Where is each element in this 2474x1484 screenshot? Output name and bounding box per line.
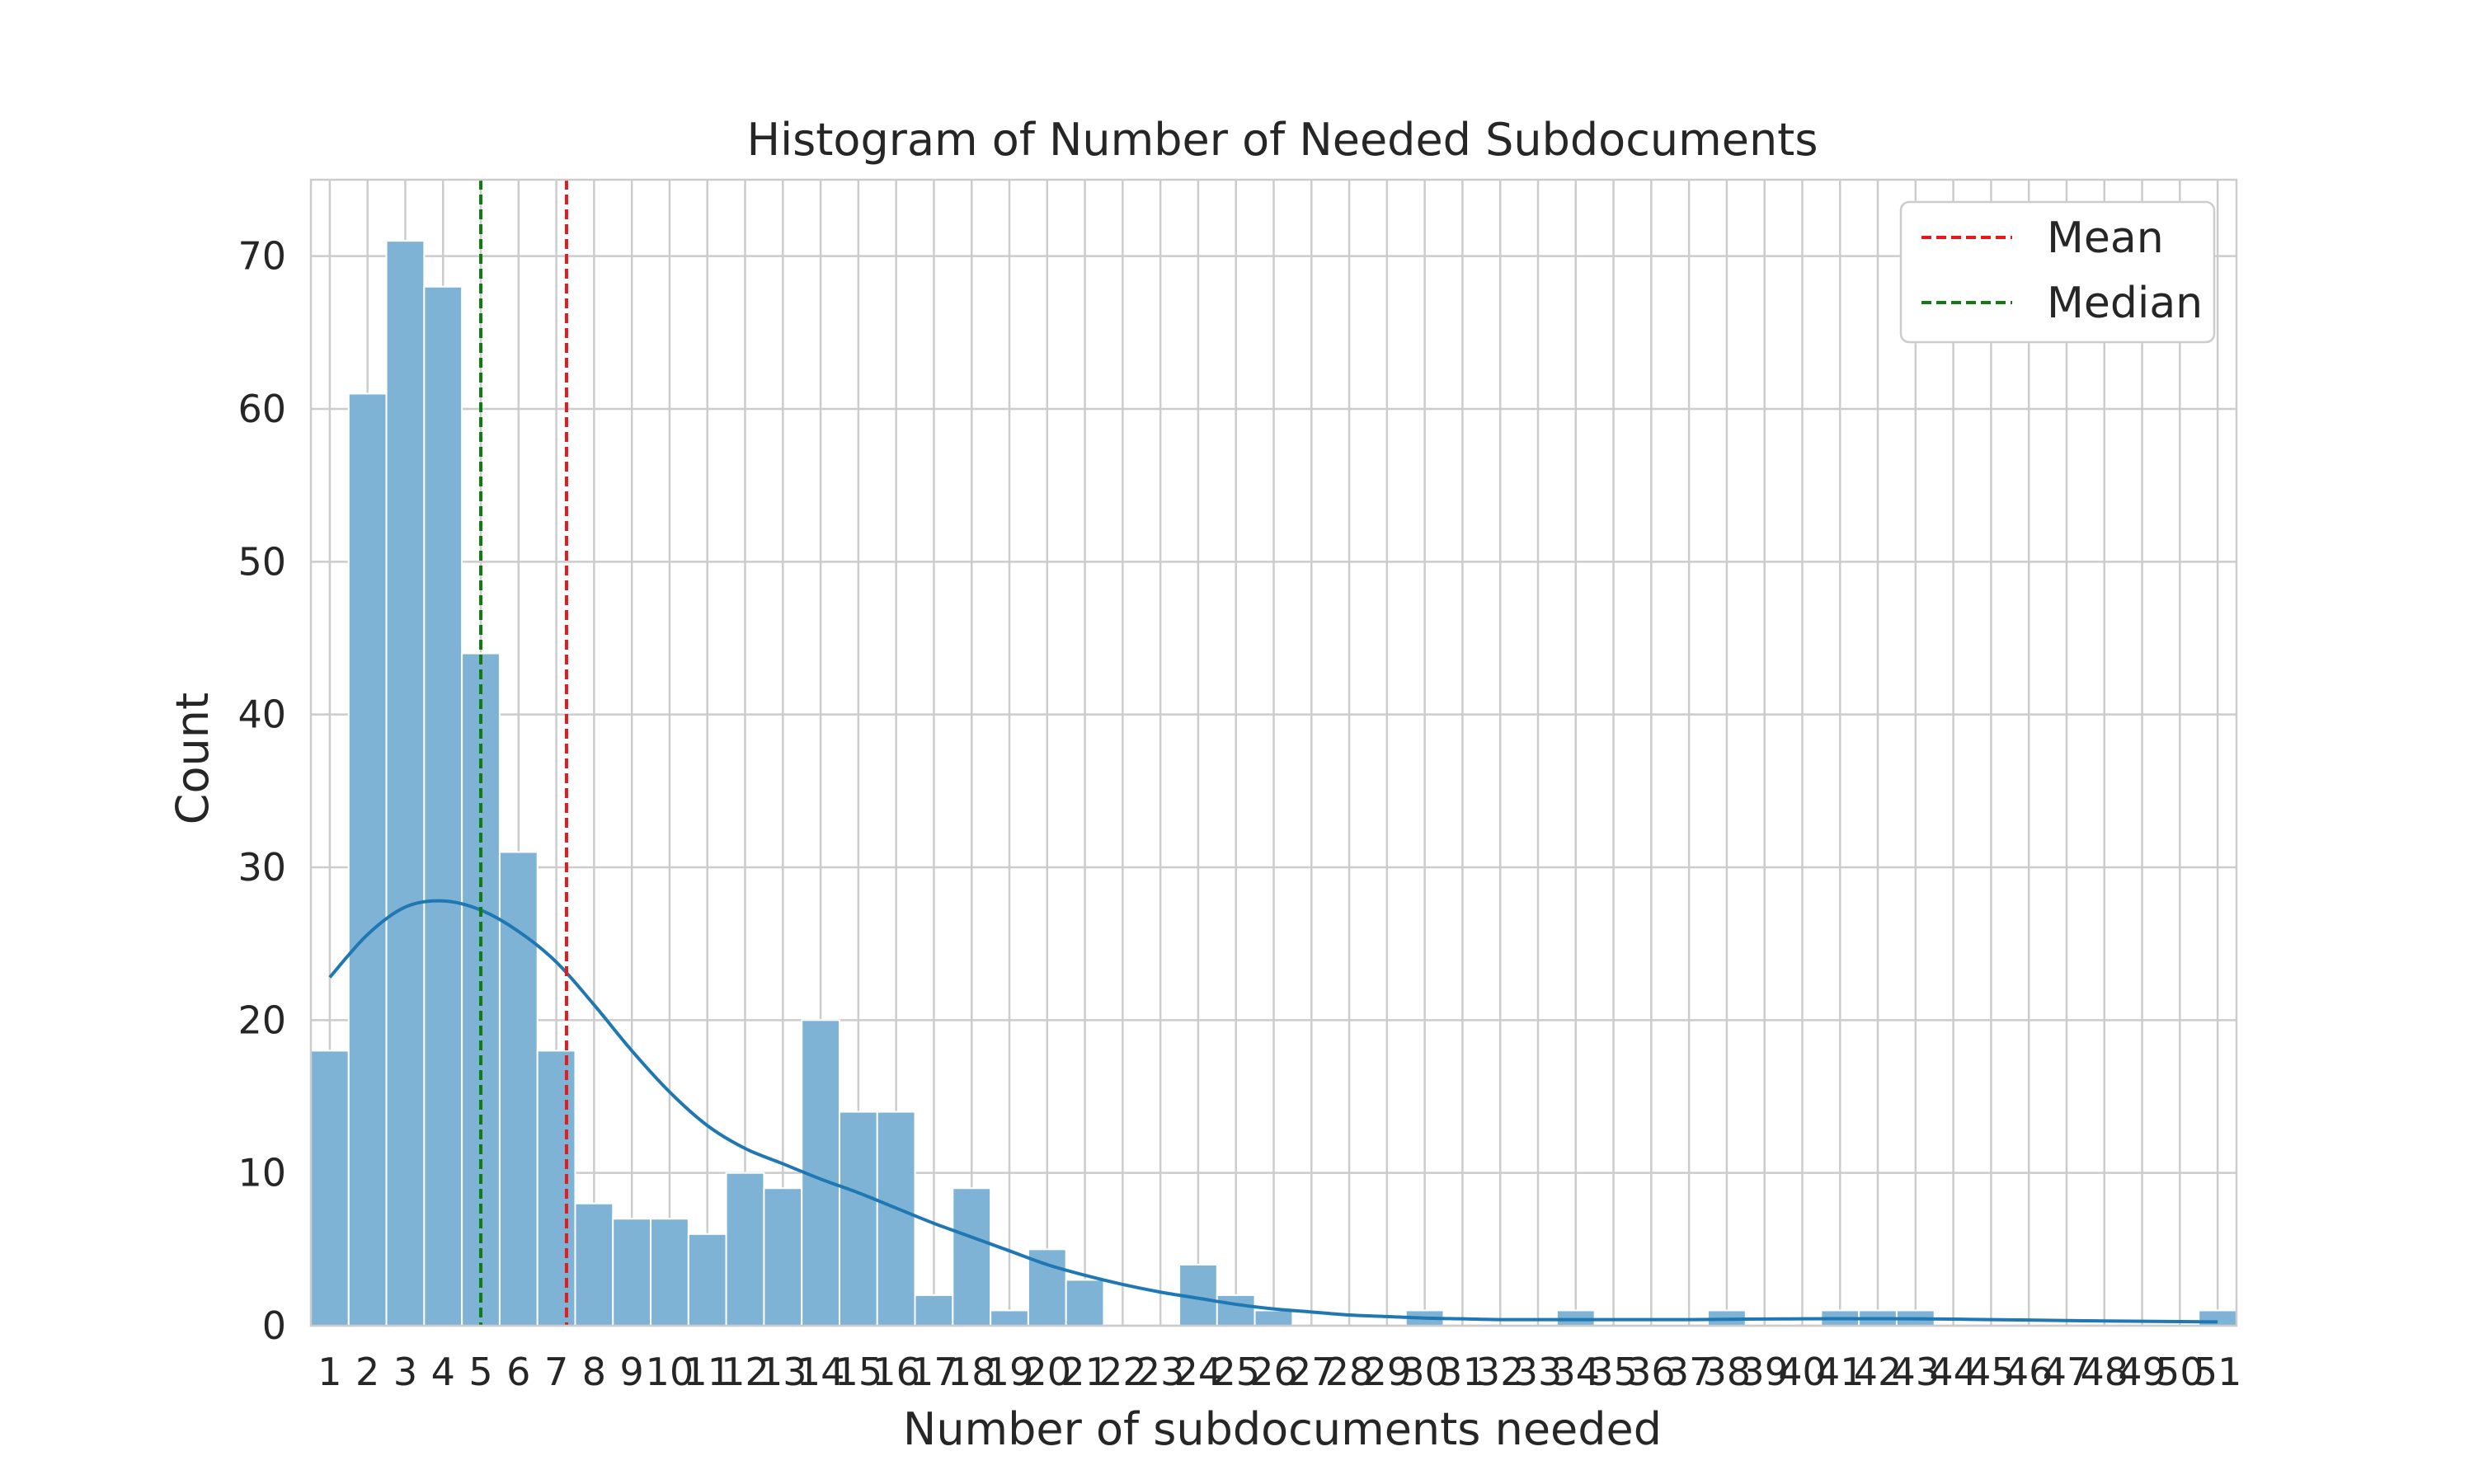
x-tick-label: 34	[1552, 1350, 1601, 1394]
bar	[574, 1202, 614, 1327]
x-tick-label: 32	[1476, 1350, 1525, 1394]
x-tick-label: 15	[835, 1350, 883, 1394]
y-tick-label: 40	[238, 693, 286, 737]
x-tick-label: 12	[721, 1350, 769, 1394]
x-tick-label: 41	[1816, 1350, 1865, 1394]
x-tick-label: 35	[1589, 1350, 1638, 1394]
x-tick-label: 5	[468, 1350, 492, 1394]
y-tick-label: 10	[238, 1151, 286, 1195]
y-axis-label: Count	[167, 693, 219, 824]
bar	[952, 1187, 992, 1327]
kde-curve	[328, 899, 2218, 1324]
x-tick-label: 39	[1740, 1350, 1789, 1394]
x-tick-label: 45	[1967, 1350, 2015, 1394]
x-tick-label: 2	[355, 1350, 379, 1394]
legend-mean-label: Mean	[2047, 214, 2164, 263]
x-tick-label: 31	[1438, 1350, 1487, 1394]
bar	[876, 1111, 916, 1327]
x-tick-label: 4	[431, 1350, 455, 1394]
bar	[385, 240, 426, 1327]
x-tick-label: 40	[1778, 1350, 1827, 1394]
x-tick-label: 26	[1249, 1350, 1298, 1394]
bar	[1216, 1294, 1256, 1327]
y-tick-label: 70	[238, 234, 286, 279]
x-tick-label: 49	[2118, 1350, 2166, 1394]
x-tick-label: 23	[1136, 1350, 1185, 1394]
x-tick-label: 36	[1627, 1350, 1676, 1394]
grid	[311, 180, 2236, 1327]
x-tick-label: 20	[1023, 1350, 1072, 1394]
kde-line	[328, 899, 2218, 1324]
x-tick-label: 1	[317, 1350, 341, 1394]
x-tick-label: 3	[393, 1350, 417, 1394]
bar	[687, 1233, 727, 1327]
x-tick-label: 43	[1892, 1350, 1940, 1394]
x-tick-label: 37	[1665, 1350, 1714, 1394]
x-tick-label: 19	[985, 1350, 1034, 1394]
x-tick-label: 46	[2005, 1350, 2053, 1394]
bar	[347, 392, 388, 1327]
x-tick-label: 9	[620, 1350, 644, 1394]
y-tick-label: 0	[262, 1303, 286, 1348]
x-tick-label: 10	[646, 1350, 694, 1394]
x-tick-label: 16	[872, 1350, 920, 1394]
x-tick-label: 18	[948, 1350, 996, 1394]
x-tick-label: 47	[2043, 1350, 2091, 1394]
plot-frame	[309, 178, 2238, 1327]
bar	[914, 1294, 954, 1327]
legend-box	[1899, 200, 2216, 344]
x-tick-label: 14	[797, 1350, 845, 1394]
bar	[1253, 1309, 1294, 1327]
x-tick-label: 28	[1325, 1350, 1374, 1394]
bar	[310, 1050, 350, 1327]
x-tick-label: 6	[506, 1350, 530, 1394]
chart-title: Histogram of Number of Needed Subdocumen…	[747, 114, 1818, 166]
bar	[763, 1187, 803, 1327]
bar	[650, 1218, 689, 1327]
x-tick-label: 50	[2156, 1350, 2204, 1394]
y-tick-label: 20	[238, 998, 286, 1042]
x-tick-label: 7	[544, 1350, 568, 1394]
x-tick-label: 51	[2194, 1350, 2242, 1394]
y-tick-label: 60	[238, 387, 286, 431]
bar	[990, 1309, 1029, 1327]
x-tick-label: 29	[1363, 1350, 1412, 1394]
x-tick-label: 13	[759, 1350, 807, 1394]
bar	[725, 1172, 765, 1327]
x-tick-label: 44	[1929, 1350, 1978, 1394]
reference-lines	[479, 180, 568, 1326]
bar	[1065, 1279, 1105, 1327]
bars	[310, 240, 2237, 1327]
x-tick-label: 8	[582, 1350, 606, 1394]
x-tick-label: 17	[910, 1350, 958, 1394]
x-tick-label: 27	[1287, 1350, 1336, 1394]
legend-median-label: Median	[2047, 279, 2203, 328]
x-tick-label: 48	[2080, 1350, 2128, 1394]
x-tick-label: 21	[1061, 1350, 1109, 1394]
x-tick-label: 25	[1211, 1350, 1260, 1394]
bar	[612, 1218, 652, 1327]
bar	[838, 1111, 878, 1327]
x-tick-label: 30	[1400, 1350, 1449, 1394]
bar	[423, 285, 463, 1327]
x-tick-label: 24	[1174, 1350, 1223, 1394]
y-tick-label: 50	[238, 539, 286, 584]
x-tick-label: 42	[1854, 1350, 1903, 1394]
x-axis-label: Number of subdocuments needed	[903, 1403, 1662, 1455]
bar	[536, 1050, 576, 1327]
x-tick-label: 33	[1514, 1350, 1563, 1394]
x-tick-label: 11	[683, 1350, 731, 1394]
x-tick-label: 22	[1098, 1350, 1147, 1394]
legend: Mean Median	[1899, 200, 2216, 344]
tick-labels: 1 2 3 4 5 6 7 8 9 1011121314151617181920212223242…	[238, 234, 2241, 1394]
x-tick-label: 38	[1703, 1350, 1752, 1394]
y-tick-label: 30	[238, 845, 286, 890]
